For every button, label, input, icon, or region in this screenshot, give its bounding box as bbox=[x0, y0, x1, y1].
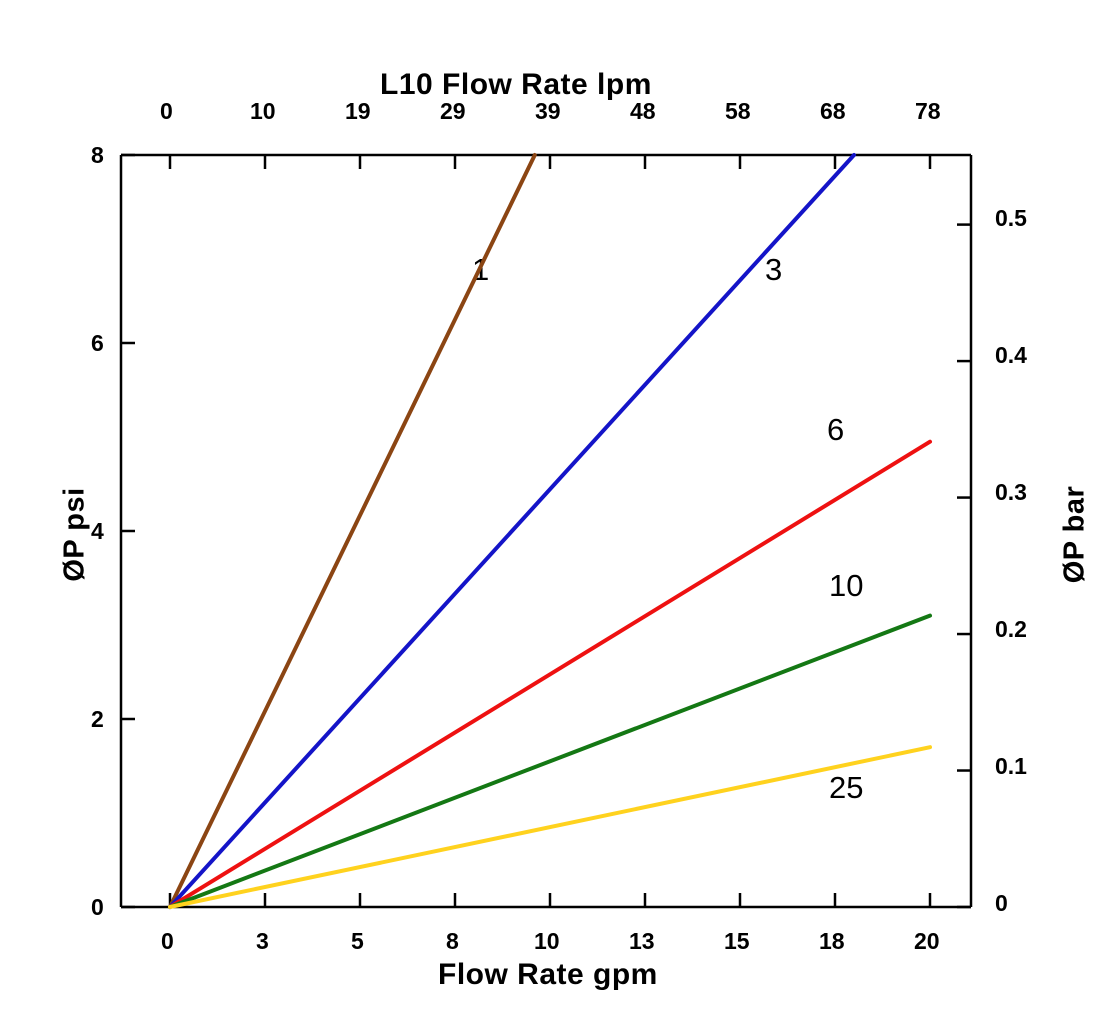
top-tick-label-6: 58 bbox=[725, 98, 751, 124]
left-tick-label-8: 8 bbox=[91, 142, 104, 168]
top-axis-title: L10 Flow Rate lpm bbox=[380, 68, 652, 101]
top-tick-label-7: 68 bbox=[820, 98, 846, 124]
bottom-tick-label-4: 10 bbox=[534, 928, 560, 954]
series-label-25: 25 bbox=[829, 770, 864, 805]
top-tick-label-8: 78 bbox=[915, 98, 941, 124]
top-tick-label-1: 10 bbox=[250, 98, 276, 124]
series-line-10 bbox=[168, 613, 932, 909]
right-tick-label-03: 0.3 bbox=[995, 479, 1027, 505]
series-label-6: 6 bbox=[827, 412, 845, 447]
top-tick-label-0: 0 bbox=[160, 98, 173, 124]
right-tick-label-04: 0.4 bbox=[995, 342, 1027, 368]
bottom-tick-label-1: 3 bbox=[256, 928, 269, 954]
series-label-3: 3 bbox=[765, 252, 783, 287]
top-tick-label-5: 48 bbox=[630, 98, 656, 124]
left-tick-label-0: 0 bbox=[91, 894, 104, 920]
bottom-tick-label-7: 18 bbox=[819, 928, 845, 954]
left-tick-label-6: 6 bbox=[91, 330, 104, 356]
bottom-tick-label-8: 20 bbox=[914, 928, 940, 954]
right-tick-label-0: 0 bbox=[995, 890, 1008, 916]
series-lines bbox=[168, 153, 932, 909]
series-line-25 bbox=[168, 745, 932, 909]
top-tick-label-2: 19 bbox=[345, 98, 371, 124]
right-tick-label-05: 0.5 bbox=[995, 205, 1027, 231]
top-tick-label-4: 39 bbox=[535, 98, 561, 124]
bottom-axis-title: Flow Rate gpm bbox=[438, 958, 658, 991]
series-line-3 bbox=[168, 153, 856, 909]
bottom-tick-label-6: 15 bbox=[724, 928, 750, 954]
right-tick-label-02: 0.2 bbox=[995, 616, 1027, 642]
axis-ticks bbox=[121, 153, 971, 909]
right-tick-label-01: 0.1 bbox=[995, 753, 1027, 779]
series-line-6 bbox=[168, 439, 932, 909]
bottom-tick-label-3: 8 bbox=[446, 928, 459, 954]
left-tick-label-2: 2 bbox=[91, 706, 104, 732]
series-label-10: 10 bbox=[829, 568, 864, 603]
bottom-tick-label-2: 5 bbox=[351, 928, 364, 954]
series-line-1 bbox=[168, 153, 537, 909]
left-tick-label-4: 4 bbox=[91, 518, 104, 544]
axis-frame bbox=[119, 153, 973, 909]
bottom-tick-label-5: 13 bbox=[629, 928, 655, 954]
bottom-tick-label-0: 0 bbox=[161, 928, 174, 954]
top-tick-label-3: 29 bbox=[440, 98, 466, 124]
